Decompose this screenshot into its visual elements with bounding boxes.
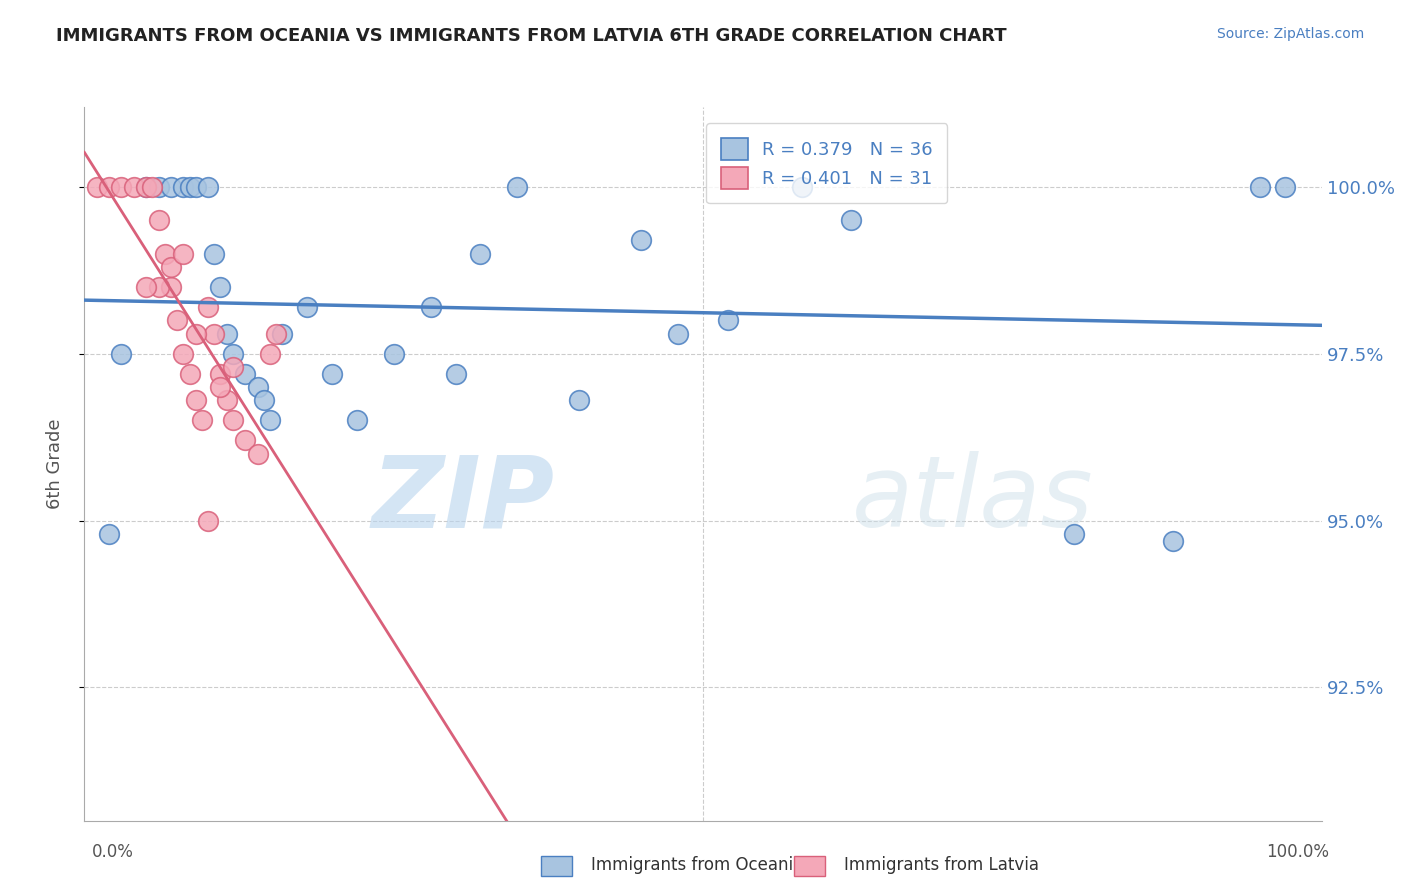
Text: Immigrants from Latvia: Immigrants from Latvia bbox=[844, 856, 1039, 874]
Point bbox=[259, 413, 281, 427]
Point bbox=[382, 347, 405, 361]
Point bbox=[135, 280, 157, 294]
Y-axis label: 6th Grade: 6th Grade bbox=[45, 418, 63, 509]
Point bbox=[135, 180, 157, 194]
Point bbox=[630, 234, 652, 248]
Point bbox=[172, 246, 194, 260]
Point bbox=[148, 180, 170, 194]
Point bbox=[1249, 180, 1271, 194]
Point bbox=[197, 514, 219, 528]
Point bbox=[184, 393, 207, 408]
Text: IMMIGRANTS FROM OCEANIA VS IMMIGRANTS FROM LATVIA 6TH GRADE CORRELATION CHART: IMMIGRANTS FROM OCEANIA VS IMMIGRANTS FR… bbox=[56, 27, 1007, 45]
Point bbox=[346, 413, 368, 427]
Point bbox=[86, 180, 108, 194]
Point bbox=[1161, 533, 1184, 548]
Point bbox=[122, 180, 145, 194]
Point bbox=[568, 393, 591, 408]
Point bbox=[98, 180, 121, 194]
Point bbox=[1274, 180, 1296, 194]
Point bbox=[160, 180, 183, 194]
Text: Source: ZipAtlas.com: Source: ZipAtlas.com bbox=[1216, 27, 1364, 41]
Legend: R = 0.379   N = 36, R = 0.401   N = 31: R = 0.379 N = 36, R = 0.401 N = 31 bbox=[706, 123, 948, 203]
Point bbox=[141, 180, 163, 194]
Point bbox=[470, 246, 492, 260]
Point bbox=[148, 280, 170, 294]
Point bbox=[160, 280, 183, 294]
Point bbox=[246, 447, 269, 461]
Point bbox=[222, 413, 245, 427]
Point bbox=[197, 300, 219, 314]
Point bbox=[179, 180, 201, 194]
Point bbox=[184, 180, 207, 194]
Point bbox=[841, 213, 863, 227]
Point bbox=[253, 393, 276, 408]
Point bbox=[790, 180, 813, 194]
Point bbox=[215, 326, 238, 341]
Point bbox=[179, 367, 201, 381]
Point bbox=[209, 367, 232, 381]
Point bbox=[259, 347, 281, 361]
Point bbox=[209, 380, 232, 394]
Point bbox=[295, 300, 318, 314]
Point bbox=[233, 434, 256, 448]
Text: 0.0%: 0.0% bbox=[91, 843, 134, 861]
Point bbox=[1063, 527, 1085, 541]
Point bbox=[444, 367, 467, 381]
Point bbox=[202, 326, 225, 341]
Point bbox=[222, 360, 245, 375]
Point bbox=[184, 326, 207, 341]
Point bbox=[98, 527, 121, 541]
Text: Immigrants from Oceania: Immigrants from Oceania bbox=[591, 856, 803, 874]
Point bbox=[135, 180, 157, 194]
Point bbox=[246, 380, 269, 394]
Point bbox=[506, 180, 529, 194]
Point bbox=[191, 413, 214, 427]
Point bbox=[215, 393, 238, 408]
Point bbox=[271, 326, 294, 341]
Point bbox=[160, 260, 183, 274]
Point bbox=[209, 280, 232, 294]
Point bbox=[153, 246, 176, 260]
Point bbox=[321, 367, 343, 381]
Point bbox=[222, 347, 245, 361]
Point bbox=[148, 213, 170, 227]
Point bbox=[166, 313, 188, 327]
Text: ZIP: ZIP bbox=[371, 451, 554, 548]
Point bbox=[172, 180, 194, 194]
Point bbox=[110, 180, 132, 194]
Point bbox=[419, 300, 441, 314]
Text: atlas: atlas bbox=[852, 451, 1092, 548]
Point bbox=[666, 326, 689, 341]
Point bbox=[197, 180, 219, 194]
Point bbox=[202, 246, 225, 260]
Point bbox=[717, 313, 740, 327]
Text: 100.0%: 100.0% bbox=[1265, 843, 1329, 861]
Point bbox=[110, 347, 132, 361]
Point bbox=[172, 347, 194, 361]
Point bbox=[233, 367, 256, 381]
Point bbox=[264, 326, 287, 341]
